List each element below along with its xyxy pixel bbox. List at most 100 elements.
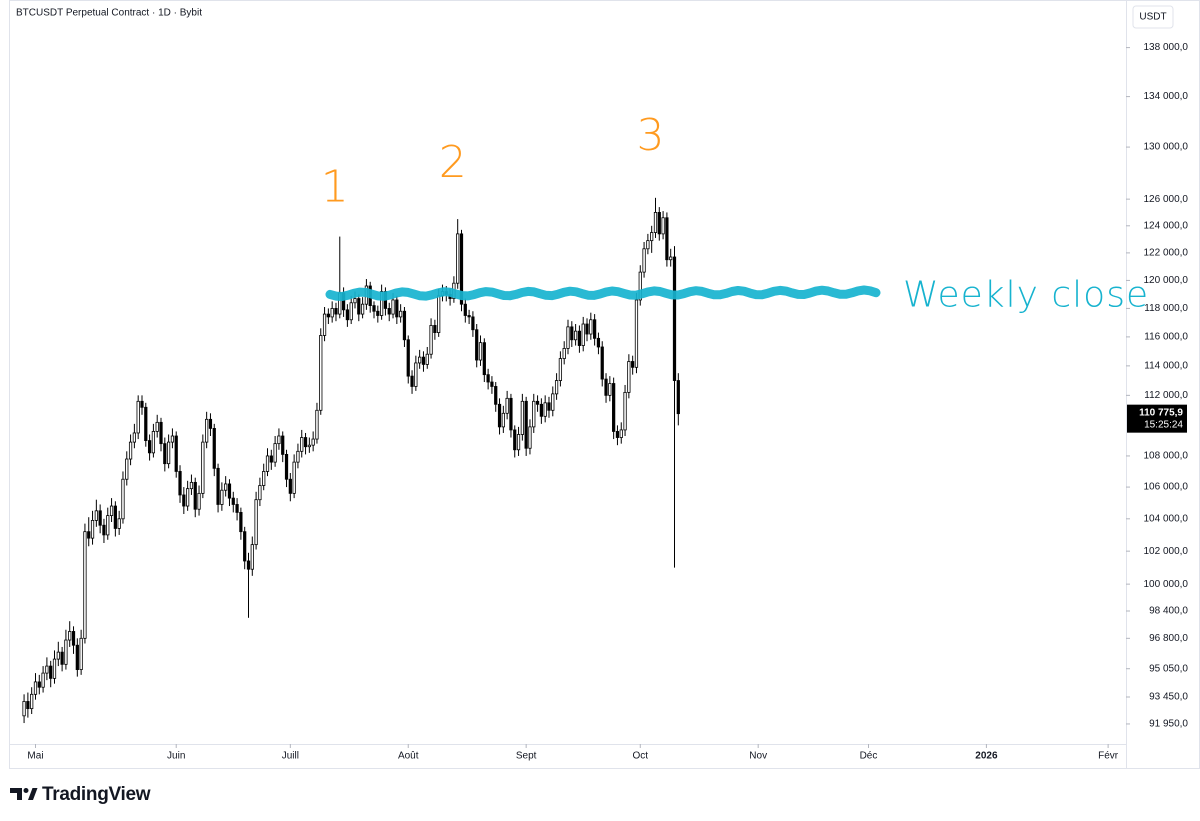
countdown-label: 15:25:24 [1144,419,1183,430]
candle-body [349,302,353,321]
candle-body [513,429,517,451]
candle-body [265,455,270,472]
candle-body [497,403,502,428]
candle-body [509,397,513,431]
y-tick-label: 134 000,0 [1144,91,1189,102]
candle-body [117,518,121,529]
candle-body [136,400,140,434]
candle-body [159,421,163,445]
brand: TradingView [42,784,151,805]
candle-body [395,299,399,318]
candle-body [201,441,205,494]
candle-body [353,298,357,304]
candle-body [281,435,285,455]
candle-body [178,471,182,496]
x-tick-label: Oct [632,751,648,762]
candle-body [140,400,144,408]
candle-body [429,325,433,355]
candle-body [402,310,407,341]
candle-body [566,326,570,349]
y-tick-label: 112 000,0 [1144,390,1188,401]
candle-body [437,295,441,333]
candle-body [182,494,186,507]
candle-body [665,217,669,261]
candle-body [163,443,167,465]
candle-body [277,435,281,445]
candle-body [410,375,414,387]
candle-body [239,512,243,533]
y-tick-label: 91 950,0 [1149,719,1188,730]
last-price-label: 110 775,9 [1139,407,1183,418]
y-tick-label: 118 000,0 [1144,303,1188,314]
y-tick-label: 124 000,0 [1144,220,1189,231]
last-price-box [1127,404,1187,433]
candle-body [132,432,136,443]
candle-body [269,455,273,463]
candle-body [554,380,559,395]
candle-body [273,443,277,463]
tradingview-logo [10,788,38,800]
candle-body [205,418,209,443]
candle-body [113,505,117,529]
candle-body [49,665,53,679]
y-tick-label: 104 000,0 [1144,513,1189,524]
y-tick-label: 120 000,0 [1144,275,1189,286]
y-tick-label: 126 000,0 [1144,194,1189,205]
candle-body [463,303,467,316]
candle-body [581,323,585,346]
candle-body [376,310,380,316]
candle-body [311,438,315,446]
candle-body [79,637,83,670]
y-tick-label: 106 000,0 [1144,482,1189,493]
x-tick-label: Juin [167,751,185,762]
candle-body [345,309,350,321]
candle-body [243,531,247,562]
candle-body [106,515,110,536]
x-tick-label: Mai [27,751,43,762]
candle-body [478,342,483,361]
candle-body [604,378,608,396]
candle-body [254,499,258,546]
candle-body [121,478,125,520]
candle-body [330,308,334,318]
candle-body [109,505,114,517]
candle-body [37,681,41,688]
candle-body [589,319,593,335]
candle-body [391,299,395,315]
candle-body [220,489,224,505]
candle-body [258,485,262,501]
candle-body [562,348,566,359]
candle-body [75,644,79,670]
candle-body [608,383,612,396]
candle-body [421,356,426,365]
weekly-close-line [325,285,881,301]
candle-body [208,418,213,429]
candle-body [83,531,87,639]
candle-body [41,672,45,688]
candle-body [144,406,148,441]
candle-body [357,298,361,315]
candle-body [642,248,646,273]
currency-button[interactable] [1132,5,1174,29]
candle-body [399,310,403,318]
candle-body [414,362,418,387]
candle-body [102,524,106,536]
candle-body [406,339,410,377]
candle-body [90,520,95,539]
candle-body [380,291,384,316]
candle-body [22,701,26,717]
y-tick-label: 122 000,0 [1144,248,1189,259]
candle-body [246,560,251,570]
candle-body [87,531,91,539]
x-tick-label: Juill [282,751,299,762]
candle-body [128,441,133,460]
y-tick-label: 100 000,0 [1144,579,1189,590]
candle-body [292,461,296,494]
candle-body [475,329,479,361]
candle-body [418,356,422,364]
currency-label[interactable]: USDT [1139,12,1166,23]
candle-body [547,402,551,411]
candle-body [45,665,49,674]
candle-body [524,400,528,449]
weekly-close-label: Weekly close [903,274,1149,315]
